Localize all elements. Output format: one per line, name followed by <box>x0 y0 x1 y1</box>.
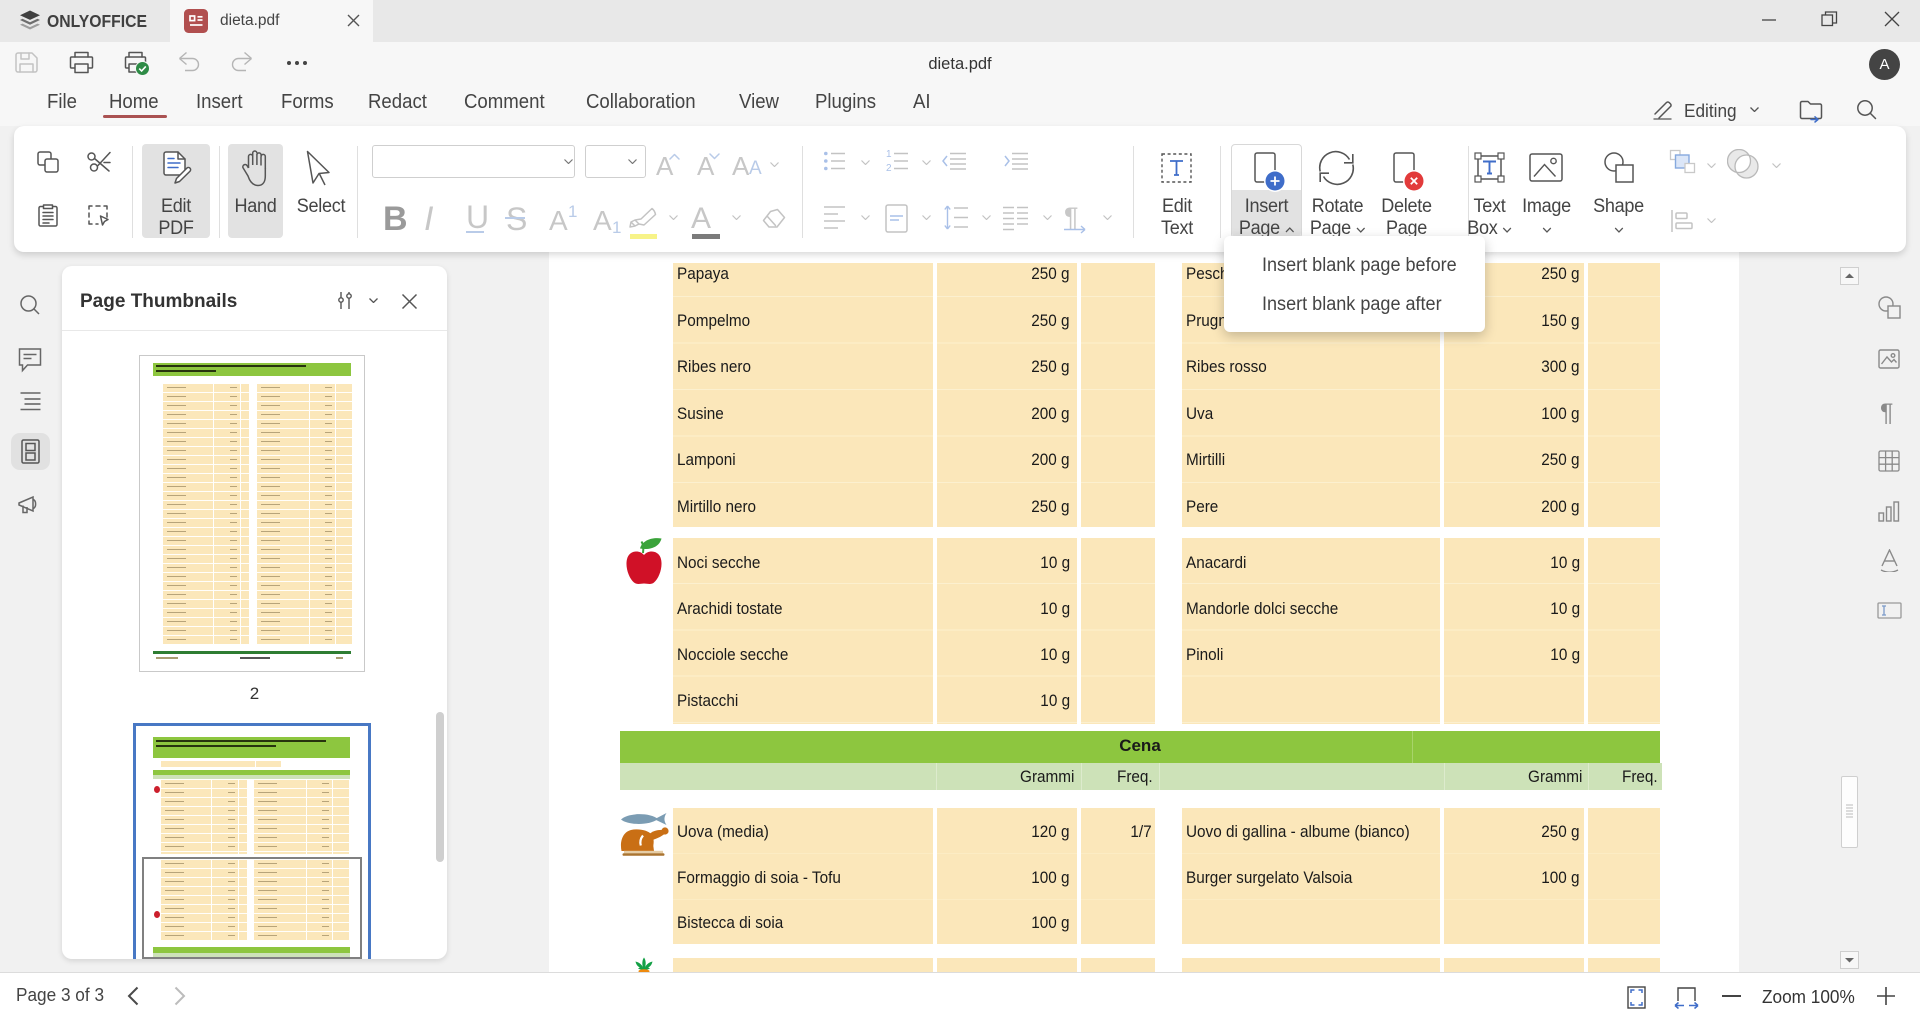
svg-text:1: 1 <box>886 150 892 160</box>
svg-text:2: 2 <box>886 163 892 171</box>
